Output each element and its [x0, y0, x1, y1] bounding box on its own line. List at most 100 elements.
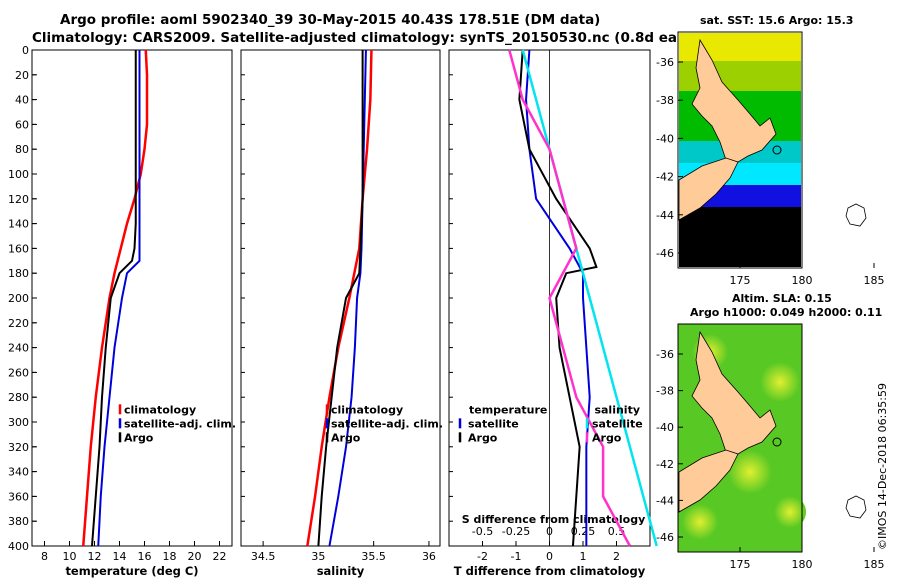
x-tick-label: 12	[88, 550, 102, 563]
y-tick-label: 40	[15, 94, 29, 107]
x-tick-label: 35.5	[361, 550, 386, 563]
map-lon-label: 185	[864, 558, 885, 571]
difference-chart: -2 -1 0 1 2T difference from climatology -0.5…	[448, 49, 658, 578]
y-tick-label: 400	[8, 540, 29, 553]
x-tick-label: 2	[613, 550, 620, 563]
x-tick-label: 1	[580, 550, 587, 563]
legend-label: climatology	[124, 403, 196, 416]
legend-label: Argo	[331, 431, 361, 444]
legend-label: Argo	[124, 431, 154, 444]
map-lat-label: -38	[656, 94, 674, 107]
legend-label: satellite-adj. clim.	[124, 417, 236, 430]
series-line	[306, 49, 373, 547]
legend-left-label: Argo	[468, 431, 498, 444]
series-line	[97, 50, 141, 547]
x-tick-label: 22	[213, 550, 227, 563]
map-lon-label: 175	[730, 558, 751, 571]
y-tick-label: 340	[8, 466, 29, 479]
y-tick-label: 320	[8, 441, 29, 454]
credit-label: ©IMOS 14-Dec-2018 06:35:59	[876, 383, 889, 550]
x-axis-label: salinity	[317, 564, 365, 578]
y-tick-label: 380	[8, 515, 29, 528]
y-tick-label: 100	[8, 168, 29, 181]
map-lon-label: 180	[792, 558, 813, 571]
map-lat-label: -40	[656, 421, 674, 434]
sla-map: -36 -38 -40 -42 -44 -46 175 180 185	[656, 323, 885, 571]
y-tick-label: 220	[8, 317, 29, 330]
x-tick-label: 35	[311, 550, 325, 563]
series-line	[508, 49, 631, 547]
map-lat-label: -38	[656, 385, 674, 398]
legend-label: satellite-adj. clim.	[331, 417, 443, 430]
map-lat-label: -44	[656, 494, 674, 507]
argo-position-marker	[772, 145, 782, 155]
sst-map-title: sat. SST: 15.6 Argo: 15.3	[700, 14, 854, 27]
y-tick-label: 240	[8, 342, 29, 355]
legend-right-label: Argo	[592, 431, 622, 444]
x-tick-label: 14	[113, 550, 127, 563]
map-lat-label: -42	[656, 171, 674, 184]
y-tick-label: 260	[8, 366, 29, 379]
chatham-islands-shape	[845, 203, 867, 227]
sla-map-title2: Argo h1000: 0.049 h2000: 0.11	[690, 306, 883, 319]
salinity-chart: 34.5 35 35.5 36 salinity climatologysatellite…	[240, 49, 443, 578]
s-diff-tick-label: -0.25	[502, 525, 530, 538]
y-tick-label: 20	[15, 69, 29, 82]
x-tick-label: -1	[511, 550, 522, 563]
map-lat-label: -44	[656, 209, 674, 222]
x-tick-label: 0	[546, 550, 553, 563]
series-line	[91, 50, 137, 547]
temperature-chart: 8 10 12 14 16 18 20 22 temperature (deg C) 0 20 40 6…	[8, 44, 236, 578]
x-axis-label: temperature (deg C)	[65, 564, 198, 578]
plot-frame	[240, 49, 441, 547]
map-lat-label: -36	[656, 348, 674, 361]
series-line	[525, 49, 591, 546]
sla-map-title1: Altim. SLA: 0.15	[732, 292, 832, 305]
x-tick-label: 36	[422, 550, 436, 563]
series-line	[328, 49, 367, 547]
x-tick-label: -2	[477, 550, 488, 563]
legend-right-title: salinity	[594, 403, 640, 416]
y-tick-label: 280	[8, 391, 29, 404]
x-axis-label: T difference from climatology	[454, 564, 646, 578]
map-lat-label: -46	[656, 531, 674, 544]
legend-label: climatology	[331, 403, 403, 416]
y-tick-label: 140	[8, 218, 29, 231]
x-tick-label: 16	[138, 550, 152, 563]
series-line	[317, 50, 364, 547]
s-diff-tick-label: 0.25	[571, 525, 596, 538]
map-lon-label: 185	[864, 274, 885, 287]
map-lon-label: 175	[730, 274, 751, 287]
x-tick-label: 10	[63, 550, 77, 563]
legend-right-label: satellite	[592, 417, 643, 430]
legend-left-title: temperature	[469, 403, 547, 416]
series-line	[82, 49, 149, 547]
y-tick-label: 60	[15, 118, 29, 131]
map-lat-label: -36	[656, 56, 674, 69]
y-tick-label: 200	[8, 292, 29, 305]
x-tick-label: 8	[41, 550, 48, 563]
y-tick-label: 80	[15, 143, 29, 156]
y-tick-label: 300	[8, 416, 29, 429]
sla-argo-position-marker	[772, 437, 782, 447]
legend-left-label: satellite	[468, 417, 519, 430]
map-lon-label: 180	[792, 274, 813, 287]
y-tick-label: 0	[22, 44, 29, 57]
header-line1: Argo profile: aoml 5902340_39 30-May-201…	[60, 12, 601, 28]
s-diff-axis-label: S difference from climatology	[462, 513, 646, 526]
map-lat-label: -42	[656, 458, 674, 471]
map-lat-label: -46	[656, 247, 674, 260]
x-tick-label: 18	[163, 550, 177, 563]
map-lat-label: -40	[656, 132, 674, 145]
s-diff-tick-label: -0.5	[472, 525, 493, 538]
y-tick-label: 180	[8, 267, 29, 280]
y-tick-label: 160	[8, 242, 29, 255]
x-tick-label: 20	[188, 550, 202, 563]
x-tick-label: 34.5	[251, 550, 276, 563]
header-line2: Climatology: CARS2009. Satellite-adjuste…	[32, 30, 715, 46]
s-diff-tick-label: 0	[546, 525, 553, 538]
y-tick-label: 120	[8, 193, 29, 206]
sst-map: -36 -38 -40 -42 -44 -46 175 180 185	[656, 31, 885, 287]
plot-frame	[31, 49, 233, 547]
